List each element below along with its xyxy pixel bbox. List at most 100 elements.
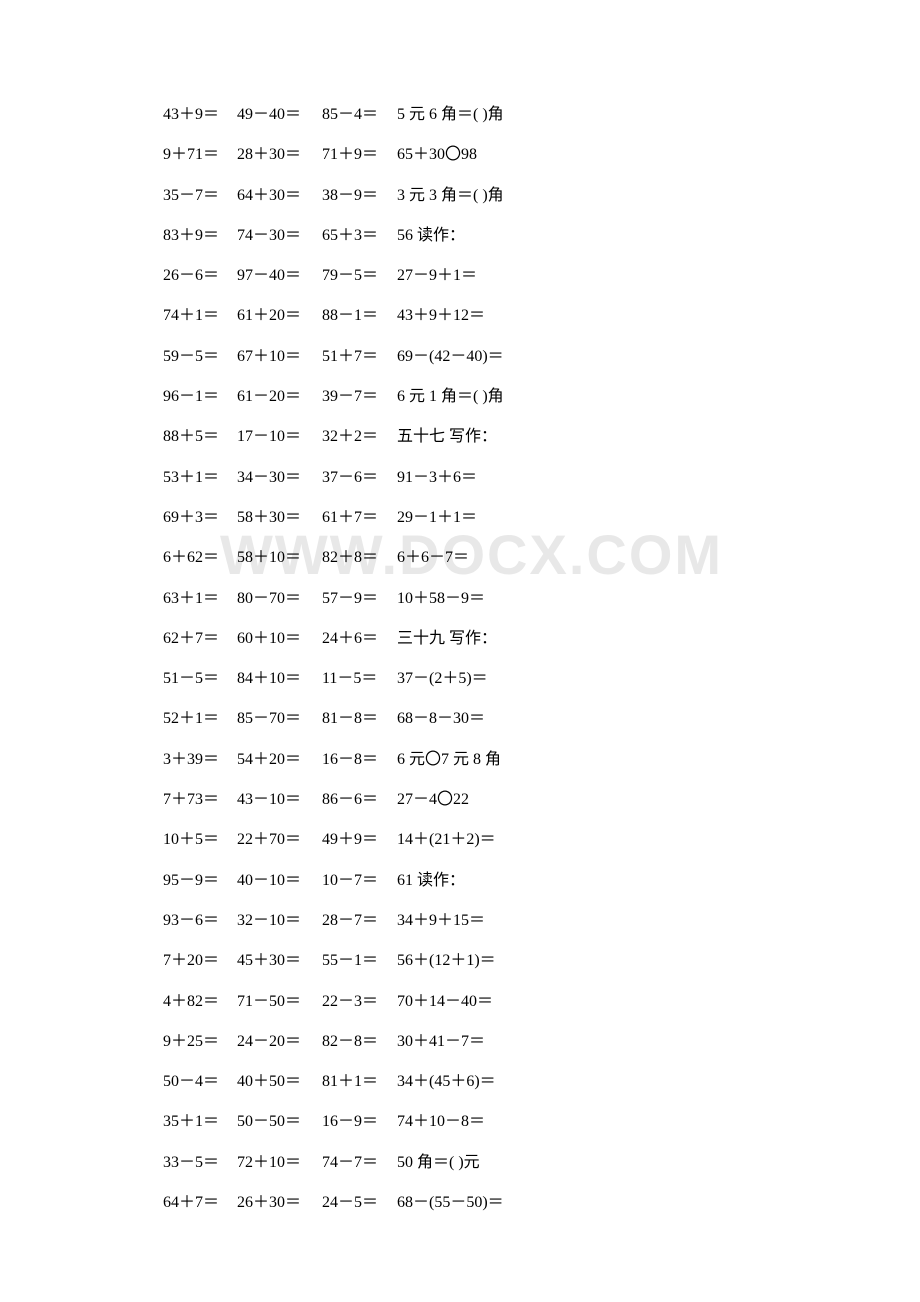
problem-cell: 53＋1＝ — [163, 468, 237, 489]
problem-cell: 63＋1＝ — [163, 589, 237, 610]
problem-row: 43＋9＝ 49－40＝ 85－4＝ 5 元 6 角＝( )角 — [163, 105, 920, 126]
problem-cell: 61 读作： — [397, 871, 920, 892]
problem-cell: 71＋9＝ — [322, 145, 397, 166]
problem-cell: 86－6＝ — [322, 790, 397, 811]
problem-cell: 26－6＝ — [163, 266, 237, 287]
problem-cell: 10＋5＝ — [163, 830, 237, 851]
problem-cell: 45＋30＝ — [237, 951, 322, 972]
problem-row: 4＋82＝ 71－50＝ 22－3＝ 70＋14－40＝ — [163, 992, 920, 1013]
problem-row: 50－4＝ 40＋50＝ 81＋1＝ 34＋(45＋6)＝ — [163, 1072, 920, 1093]
problem-cell: 56＋(12＋1)＝ — [397, 951, 920, 972]
problem-cell: 7＋73＝ — [163, 790, 237, 811]
problem-cell: 49－40＝ — [237, 105, 322, 126]
problem-cell: 80－70＝ — [237, 589, 322, 610]
problem-cell: 28＋30＝ — [237, 145, 322, 166]
problem-cell: 4＋82＝ — [163, 992, 237, 1013]
problem-row: 7＋20＝ 45＋30＝ 55－1＝ 56＋(12＋1)＝ — [163, 951, 920, 972]
problem-row: 83＋9＝ 74－30＝ 65＋3＝ 56 读作： — [163, 226, 920, 247]
problem-row: 51－5＝ 84＋10＝ 11－5＝ 37－(2＋5)＝ — [163, 669, 920, 690]
problem-cell: 65＋3＝ — [322, 226, 397, 247]
problem-cell: 28－7＝ — [322, 911, 397, 932]
problem-row: 96－1＝ 61－20＝ 39－7＝ 6 元 1 角＝( )角 — [163, 387, 920, 408]
problem-cell: 24－20＝ — [237, 1032, 322, 1053]
problem-cell: 69＋3＝ — [163, 508, 237, 529]
problem-cell: 29－1＋1＝ — [397, 508, 920, 529]
problem-cell: 60＋10＝ — [237, 629, 322, 650]
problem-cell: 97－40＝ — [237, 266, 322, 287]
problem-cell: 22＋70＝ — [237, 830, 322, 851]
problem-cell: 6 元 1 角＝( )角 — [397, 387, 920, 408]
problem-row: 7＋73＝ 43－10＝ 86－6＝ 27－4〇22 — [163, 790, 920, 811]
problem-cell: 5 元 6 角＝( )角 — [397, 105, 920, 126]
problem-cell: 82－8＝ — [322, 1032, 397, 1053]
problem-cell: 34＋(45＋6)＝ — [397, 1072, 920, 1093]
problem-cell: 50 角＝( )元 — [397, 1153, 920, 1174]
problem-row: 33－5＝ 72＋10＝ 74－7＝ 50 角＝( )元 — [163, 1153, 920, 1174]
problem-cell: 65＋30〇98 — [397, 145, 920, 166]
problem-cell: 68－8－30＝ — [397, 709, 920, 730]
problem-cell: 72＋10＝ — [237, 1153, 322, 1174]
problem-cell: 33－5＝ — [163, 1153, 237, 1174]
problem-row: 95－9＝ 40－10＝ 10－7＝ 61 读作： — [163, 871, 920, 892]
problem-cell: 43－10＝ — [237, 790, 322, 811]
problem-cell: 68－(55－50)＝ — [397, 1193, 920, 1214]
problem-cell: 6＋62＝ — [163, 548, 237, 569]
problem-row: 6＋62＝ 58＋10＝ 82＋8＝ 6＋6－7＝ — [163, 548, 920, 569]
problem-cell: 69－(42－40)＝ — [397, 347, 920, 368]
problem-cell: 85－4＝ — [322, 105, 397, 126]
problem-cell: 五十七 写作： — [397, 427, 920, 448]
problem-row: 35＋1＝ 50－50＝ 16－9＝ 74＋10－8＝ — [163, 1112, 920, 1133]
problem-cell: 38－9＝ — [322, 186, 397, 207]
problem-cell: 三十九 写作： — [397, 629, 920, 650]
problem-row: 93－6＝ 32－10＝ 28－7＝ 34＋9＋15＝ — [163, 911, 920, 932]
problem-row: 88＋5＝ 17－10＝ 32＋2＝ 五十七 写作： — [163, 427, 920, 448]
problem-row: 69＋3＝ 58＋30＝ 61＋7＝ 29－1＋1＝ — [163, 508, 920, 529]
problem-cell: 85－70＝ — [237, 709, 322, 730]
problem-cell: 7＋20＝ — [163, 951, 237, 972]
problem-cell: 93－6＝ — [163, 911, 237, 932]
problem-cell: 37－(2＋5)＝ — [397, 669, 920, 690]
problem-cell: 71－50＝ — [237, 992, 322, 1013]
problem-row: 9＋25＝ 24－20＝ 82－8＝ 30＋41－7＝ — [163, 1032, 920, 1053]
problem-cell: 51－5＝ — [163, 669, 237, 690]
problem-row: 62＋7＝ 60＋10＝ 24＋6＝ 三十九 写作： — [163, 629, 920, 650]
problem-cell: 51＋7＝ — [322, 347, 397, 368]
problem-cell: 17－10＝ — [237, 427, 322, 448]
problem-row: 53＋1＝ 34－30＝ 37－6＝ 91－3＋6＝ — [163, 468, 920, 489]
worksheet-content: 43＋9＝ 49－40＝ 85－4＝ 5 元 6 角＝( )角 9＋71＝ 28… — [0, 0, 920, 1214]
problem-cell: 24＋6＝ — [322, 629, 397, 650]
problem-cell: 81＋1＝ — [322, 1072, 397, 1093]
problem-cell: 14＋(21＋2)＝ — [397, 830, 920, 851]
problem-cell: 43＋9＝ — [163, 105, 237, 126]
problem-cell: 27－4〇22 — [397, 790, 920, 811]
problem-cell: 59－5＝ — [163, 347, 237, 368]
problem-cell: 83＋9＝ — [163, 226, 237, 247]
problem-cell: 32－10＝ — [237, 911, 322, 932]
problem-cell: 22－3＝ — [322, 992, 397, 1013]
problem-cell: 10－7＝ — [322, 871, 397, 892]
problem-cell: 32＋2＝ — [322, 427, 397, 448]
problem-cell: 30＋41－7＝ — [397, 1032, 920, 1053]
problem-cell: 35－7＝ — [163, 186, 237, 207]
problem-cell: 74－30＝ — [237, 226, 322, 247]
problem-cell: 26＋30＝ — [237, 1193, 322, 1214]
problem-cell: 3＋39＝ — [163, 750, 237, 771]
problem-cell: 62＋7＝ — [163, 629, 237, 650]
problem-cell: 40＋50＝ — [237, 1072, 322, 1093]
problem-cell: 96－1＝ — [163, 387, 237, 408]
problem-cell: 70＋14－40＝ — [397, 992, 920, 1013]
problem-cell: 84＋10＝ — [237, 669, 322, 690]
problem-cell: 16－8＝ — [322, 750, 397, 771]
problem-cell: 35＋1＝ — [163, 1112, 237, 1133]
problem-cell: 9＋71＝ — [163, 145, 237, 166]
problem-cell: 11－5＝ — [322, 669, 397, 690]
problem-row: 3＋39＝ 54＋20＝ 16－8＝ 6 元〇7 元 8 角 — [163, 750, 920, 771]
problem-cell: 34－30＝ — [237, 468, 322, 489]
problem-row: 35－7＝ 64＋30＝ 38－9＝ 3 元 3 角＝( )角 — [163, 186, 920, 207]
problem-cell: 79－5＝ — [322, 266, 397, 287]
problem-cell: 64＋30＝ — [237, 186, 322, 207]
problem-cell: 6＋6－7＝ — [397, 548, 920, 569]
problem-cell: 6 元〇7 元 8 角 — [397, 750, 920, 771]
problem-cell: 74＋1＝ — [163, 306, 237, 327]
problem-cell: 34＋9＋15＝ — [397, 911, 920, 932]
